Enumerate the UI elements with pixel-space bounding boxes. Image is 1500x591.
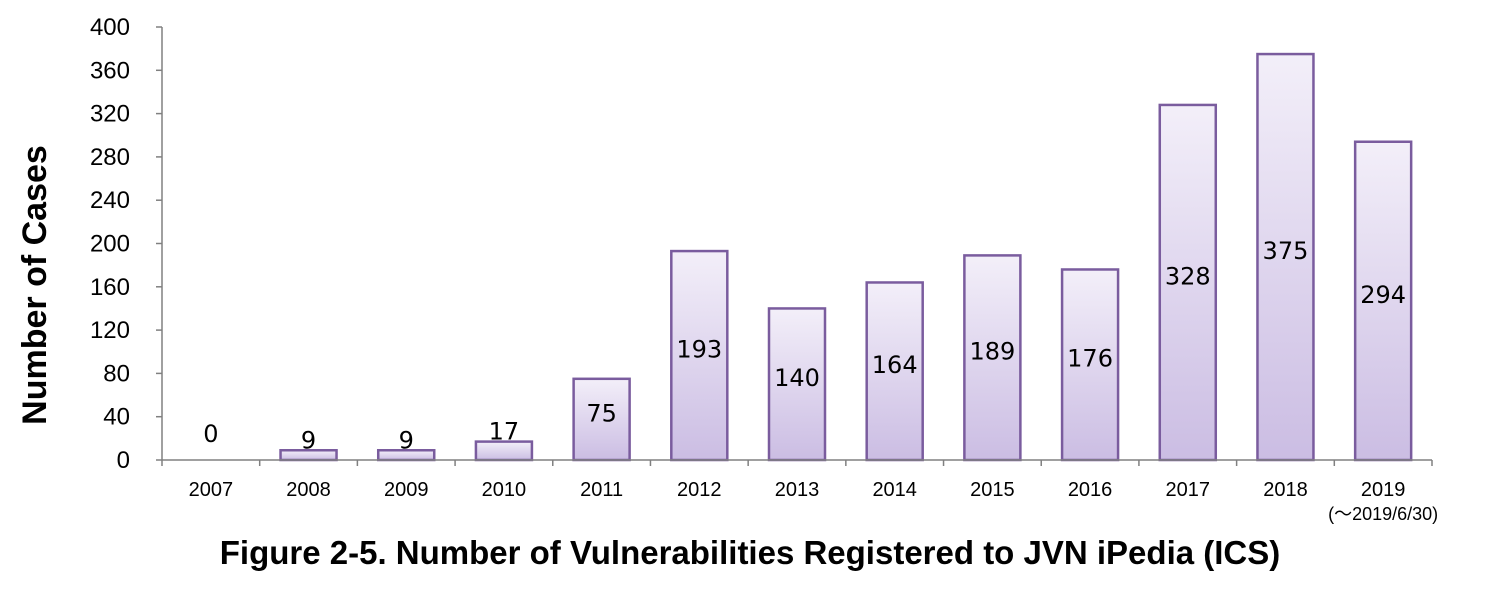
data-label: 9 (399, 426, 414, 454)
y-tick-label: 400 (90, 14, 130, 41)
x-tick-label: 2019 (1361, 479, 1406, 501)
y-tick-label: 240 (90, 187, 130, 214)
x-axis: 2007 2008 2009 2010 2011 2012 2013 2014 2015 2016… (161, 459, 1438, 524)
x-tick-note: (～2019/6/30) (1328, 504, 1438, 524)
y-axis-label: Number of Cases (16, 145, 54, 425)
bar (670, 249, 729, 462)
x-tick-label: 2007 (189, 479, 234, 501)
bar-chart: Number of Cases 0 40 80 120 160 200 240 280 320 3… (16, 14, 1438, 524)
bar (1060, 268, 1120, 462)
bar (963, 254, 1022, 462)
x-tick-label: 2014 (872, 479, 917, 501)
x-tick-label: 2018 (1263, 479, 1308, 501)
y-tick-label: 120 (90, 317, 130, 344)
bar (865, 281, 924, 462)
data-label: 193 (676, 336, 722, 364)
x-tick-label: 2011 (580, 479, 623, 501)
data-label: 176 (1067, 345, 1113, 373)
y-tick-label: 200 (90, 231, 130, 258)
bars: 0 9 9 17 75 193 140 164 189 176 328 375 294 (203, 52, 1413, 462)
data-label: 9 (301, 426, 316, 454)
data-label: 75 (586, 399, 617, 427)
y-tick-label: 0 (117, 447, 130, 474)
bar (1158, 103, 1218, 462)
x-tick-label: 2009 (384, 479, 429, 501)
x-tick-label: 2012 (677, 479, 722, 501)
x-tick-label: 2016 (1068, 479, 1113, 501)
y-tick-label: 280 (90, 144, 130, 171)
bar (767, 307, 827, 462)
figure-caption: Figure 2-5. Number of Vulnerabilities Re… (219, 534, 1281, 571)
x-tick-label: 2010 (482, 479, 527, 501)
data-label: 328 (1165, 262, 1211, 290)
data-label: 140 (774, 364, 820, 392)
data-label: 0 (203, 420, 218, 448)
y-axis: 0 40 80 120 160 200 240 280 320 360 400 (90, 14, 163, 474)
x-tick-label: 2008 (286, 479, 331, 501)
data-label: 375 (1263, 237, 1309, 265)
data-label: 189 (969, 338, 1015, 366)
y-tick-label: 80 (103, 360, 130, 387)
bar (572, 377, 631, 462)
x-tick-label: 2013 (775, 479, 820, 501)
y-tick-label: 40 (103, 404, 130, 431)
data-label: 294 (1360, 281, 1406, 309)
bar (1256, 52, 1315, 462)
x-tick-label: 2017 (1166, 479, 1211, 501)
data-label: 17 (489, 418, 520, 446)
x-tick-label: 2015 (970, 479, 1015, 501)
data-label: 164 (872, 351, 918, 379)
y-tick-label: 360 (90, 57, 130, 84)
y-tick-label: 320 (90, 101, 130, 128)
bar (1353, 140, 1413, 462)
y-tick-label: 160 (90, 274, 130, 301)
